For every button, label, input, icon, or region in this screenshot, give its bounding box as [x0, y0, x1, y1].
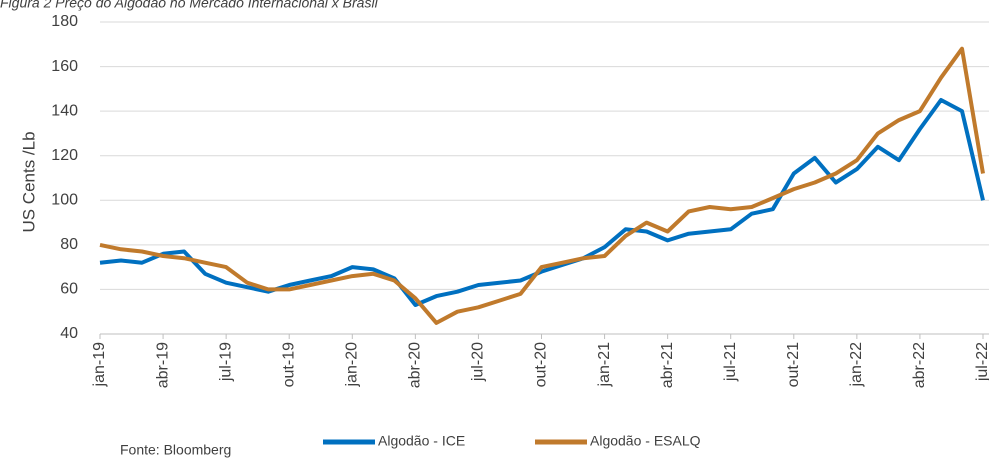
chart-title: Figura 2 Preço do Algodão no Mercado Int…: [0, 0, 379, 11]
x-tick-label: abr-20: [407, 342, 424, 388]
series-line: [99, 46, 985, 325]
x-tick-label: jan-19: [91, 342, 108, 388]
x-tick-label: jan-22: [848, 342, 865, 388]
y-tick-label: 100: [51, 192, 78, 209]
y-tick-label: 160: [51, 58, 78, 75]
x-tick-label: jul-21: [722, 342, 739, 382]
series-line: [99, 98, 985, 307]
y-tick-label: 120: [51, 147, 78, 164]
y-tick-label: 40: [60, 325, 78, 342]
x-tick-label: jul-20: [470, 342, 487, 382]
y-tick-label: 180: [51, 13, 78, 30]
x-tick-label: jan-21: [596, 342, 613, 388]
x-tick-label: abr-22: [911, 342, 928, 388]
x-tick-label: out-20: [533, 342, 550, 387]
y-tick-label: 80: [60, 236, 78, 253]
x-tick-label: jan-20: [344, 342, 361, 388]
legend-label: Algodão - ESALQ: [590, 433, 701, 449]
legend-label: Algodão - ICE: [378, 433, 465, 449]
x-tick-label: abr-21: [659, 342, 676, 388]
y-tick-label: 60: [60, 281, 78, 298]
x-tick-label: jul-19: [217, 342, 234, 382]
x-tick-label: out-19: [280, 342, 297, 387]
x-tick-label: abr-19: [154, 342, 171, 388]
x-tick-label: out-21: [785, 342, 802, 387]
y-tick-label: 140: [51, 102, 78, 119]
y-axis-label: US Cents /Lb: [19, 131, 38, 232]
source: Fonte: Bloomberg: [120, 442, 231, 458]
x-tick-label: jul-22: [974, 342, 989, 382]
